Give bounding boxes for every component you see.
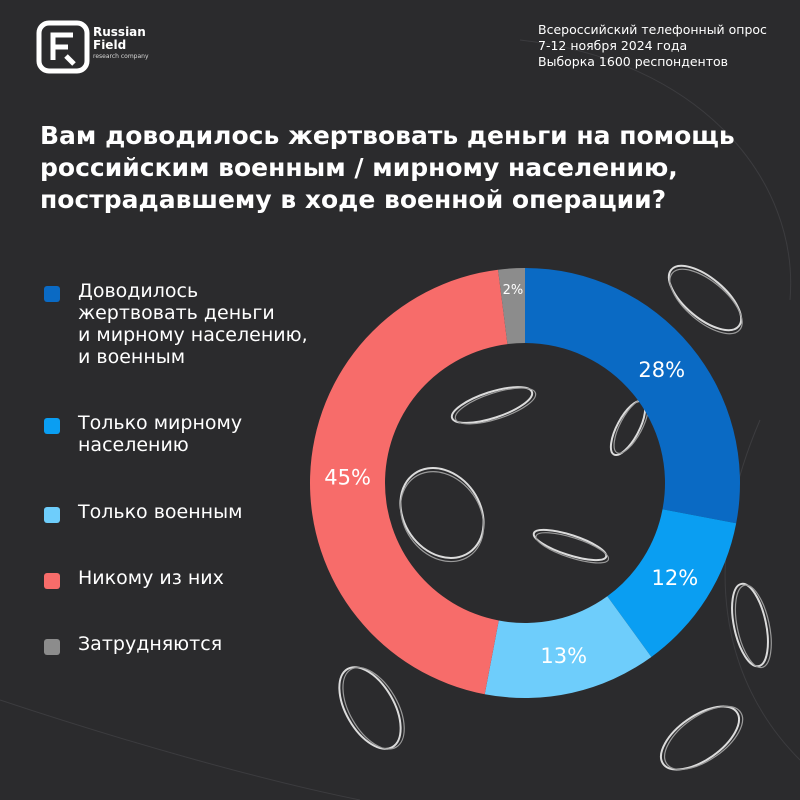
survey-sample: Выборка 1600 респондентов (538, 54, 728, 69)
donut-slice-unsure (498, 268, 525, 345)
coin-sketch (338, 666, 402, 750)
title-line-2: российским военным / мирному населению, (40, 153, 678, 182)
legend-swatch-civilians (44, 418, 60, 434)
donut-slice-military (484, 596, 652, 699)
legend-label-none: Никому из них (78, 567, 224, 589)
chart-title: Вам доводилось жертвовать деньги на помо… (40, 120, 760, 216)
legend-item-none: Никому из них (44, 567, 328, 589)
coin-sketch (399, 467, 485, 559)
donut-slice-civilians (607, 509, 737, 657)
coin-sketch (664, 705, 744, 770)
slice-label-none: 45% (324, 465, 371, 489)
brand-name: Russian Field research company (93, 26, 149, 60)
slice-label-military: 13% (540, 644, 587, 668)
coin-sketch (454, 387, 537, 425)
donut-slice-none (310, 269, 508, 695)
legend-label-civilians: Только мирному населению (78, 412, 243, 456)
legend-label-both: Доводилось жертвовать деньги и мирному н… (78, 280, 308, 368)
coin-sketch (731, 582, 769, 668)
slice-label-unsure: 2% (503, 283, 524, 298)
legend-item-both: Доводилось жертвовать деньги и мирному н… (44, 280, 328, 368)
survey-dates: 7-12 ноября 2024 года (538, 38, 688, 53)
legend-swatch-unsure (44, 639, 60, 655)
coin-sketch (660, 705, 740, 771)
legend-item-unsure: Затрудняются (44, 633, 328, 655)
survey-method: Всероссийский телефонный опрос (538, 22, 767, 37)
russian-field-logo (36, 20, 90, 74)
donut-slice-both (525, 268, 741, 524)
coin-sketch (669, 268, 743, 335)
legend-item-military: Только военным (44, 501, 328, 523)
legend-swatch-both (44, 286, 60, 302)
coin-sketch (535, 532, 610, 564)
legend-label-military: Только военным (78, 501, 243, 523)
coin-sketch (734, 584, 772, 669)
survey-info: Всероссийский телефонный опрос 7-12 нояб… (538, 22, 767, 70)
brand-line-2: Field (93, 37, 127, 52)
brand-subtitle: research company (93, 53, 149, 61)
coin-sketch (342, 666, 405, 750)
slice-label-both: 28% (638, 358, 685, 382)
legend-swatch-none (44, 573, 60, 589)
coin-sketch (399, 471, 485, 563)
title-line-1: Вам доводилось жертвовать деньги на помо… (40, 121, 735, 150)
slice-label-civilians: 12% (652, 566, 699, 590)
coin-sketch (450, 386, 534, 424)
coin-sketch (667, 264, 743, 332)
brand-line-1: Russian (93, 25, 146, 39)
legend-swatch-military (44, 507, 60, 523)
donut-slices (310, 268, 741, 699)
title-line-3: пострадавшему в ходе военной операции? (40, 185, 667, 214)
legend-label-unsure: Затрудняются (78, 633, 223, 655)
slice-labels: 28% 12% 13% 45% 2% (324, 283, 698, 668)
legend-item-civilians: Только мирному населению (44, 412, 328, 456)
coin-sketch (532, 528, 608, 562)
